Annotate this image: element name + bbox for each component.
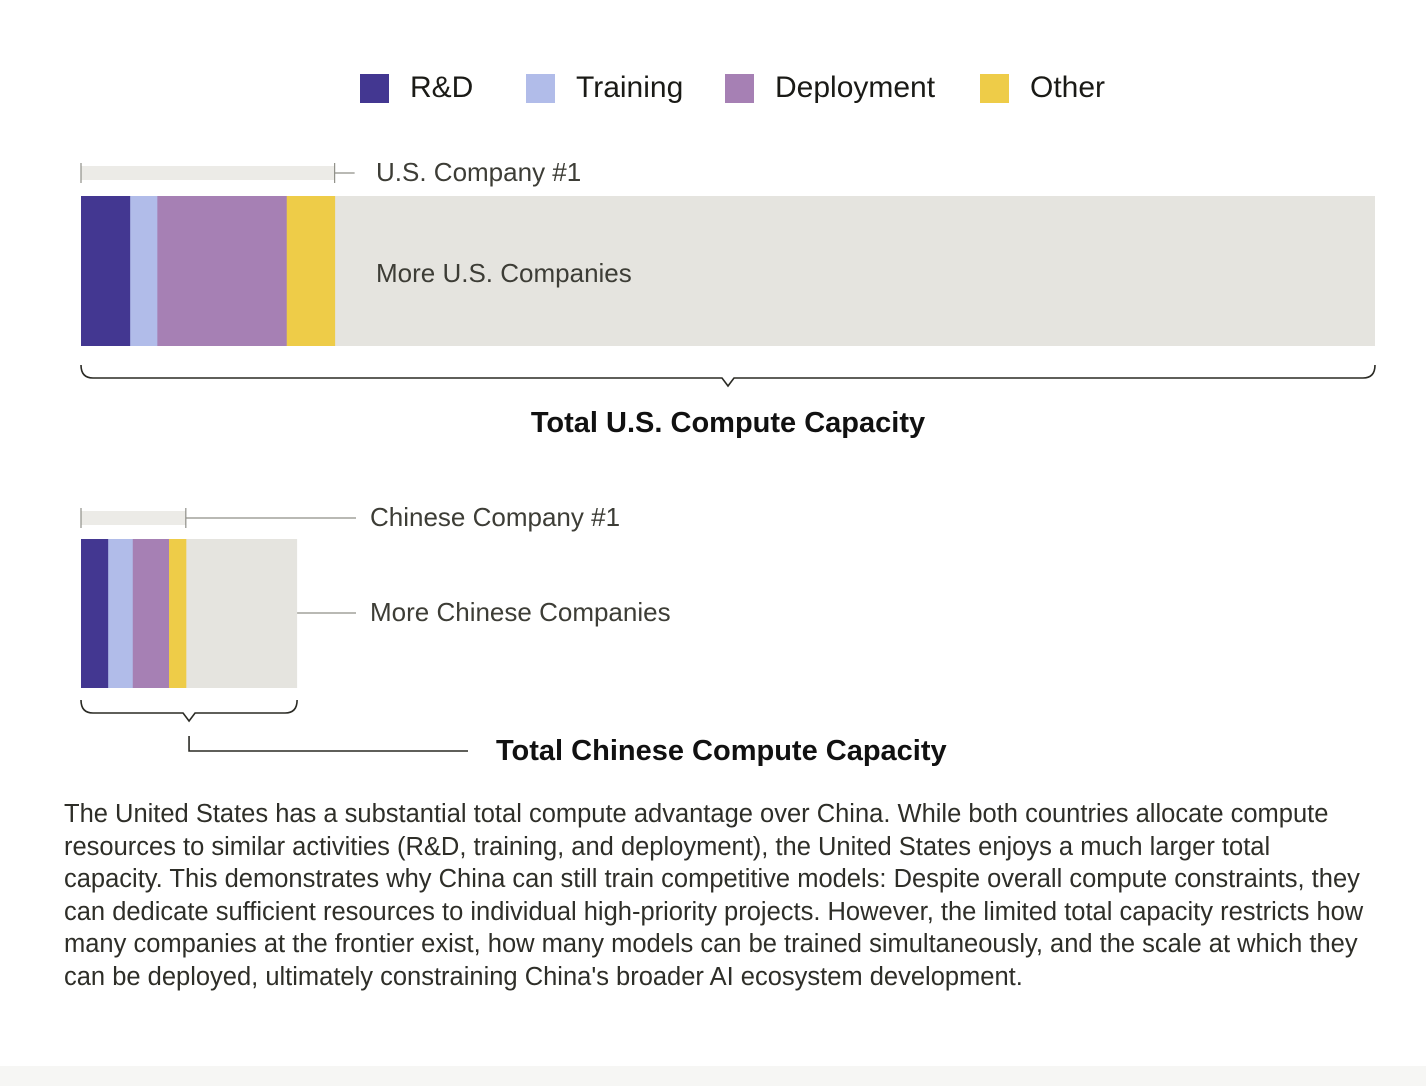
- legend-item-training: Training: [526, 68, 683, 108]
- china-total-label: Total Chinese Compute Capacity: [496, 735, 947, 767]
- us-more-label: More U.S. Companies: [376, 258, 632, 288]
- us-segment-deployment: [157, 196, 288, 346]
- china-total-brace: [80, 699, 298, 723]
- cn-segment-r-d: [81, 539, 109, 688]
- legend-label-deployment: Deployment: [775, 71, 936, 104]
- legend-item-deployment: Deployment: [725, 68, 935, 108]
- legend-label-rd: R&D: [410, 71, 474, 104]
- china-company1-label: Chinese Company #1: [370, 502, 620, 532]
- cn-segment-training: [108, 539, 134, 688]
- us-segment-other: [286, 196, 336, 346]
- china-group: Chinese Company #1 More Chinese Companie…: [80, 502, 947, 767]
- us-company1-label: U.S. Company #1: [376, 157, 581, 187]
- cn-segment-other: [168, 539, 187, 688]
- legend-label-training: Training: [576, 71, 684, 104]
- china-more-label: More Chinese Companies: [370, 597, 671, 627]
- us-group: U.S. Company #1 More U.S. Companies Tota…: [80, 157, 1376, 439]
- bottom-strip: [0, 1066, 1426, 1086]
- china-segments: [81, 539, 187, 688]
- us-total-brace: [80, 364, 1376, 388]
- legend-swatch-rd: [360, 73, 389, 103]
- us-segments: [81, 196, 336, 346]
- china-total-leader: [188, 736, 468, 752]
- china-company1-bracket-bar: [81, 511, 186, 525]
- legend-swatch-other: [980, 73, 1009, 103]
- legend: R&D Training Deployment Other: [0, 68, 1426, 108]
- us-total-label: Total U.S. Compute Capacity: [531, 407, 925, 439]
- caption: The United States has a substantial tota…: [64, 800, 1364, 991]
- cn-segment-deployment: [132, 539, 170, 688]
- legend-item-rd: R&D: [360, 68, 473, 108]
- us-segment-training: [130, 196, 158, 346]
- legend-swatch-deployment: [725, 73, 754, 103]
- legend-label-other: Other: [1030, 71, 1106, 104]
- legend-swatch-training: [526, 73, 555, 103]
- us-segment-r-d: [81, 196, 131, 346]
- chart: U.S. Company #1 More U.S. Companies Tota…: [80, 157, 1376, 767]
- legend-item-other: Other: [980, 68, 1105, 108]
- us-company1-bracket-bar: [81, 166, 335, 180]
